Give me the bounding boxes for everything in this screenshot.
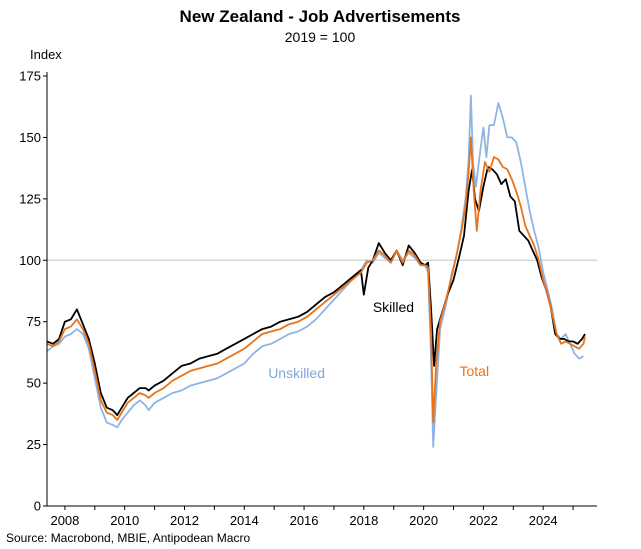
- x-tick-label: 2016: [290, 513, 319, 528]
- source-note: Source: Macrobond, MBIE, Antipodean Macr…: [6, 531, 250, 545]
- x-tick-label: 2022: [469, 513, 498, 528]
- x-tick-label: 2020: [409, 513, 438, 528]
- chart-subtitle: 2019 = 100: [285, 29, 356, 45]
- chart-title: New Zealand - Job Advertisements: [180, 7, 461, 26]
- x-tick-label: 2008: [50, 513, 79, 528]
- series-layer: [46, 94, 586, 448]
- axes: 0 25 50 75 100 125 150 175 2008 2010 2012 2014 2016 2…: [19, 69, 597, 528]
- y-axis-label: Index: [30, 47, 62, 62]
- series-line-total: [46, 136, 586, 424]
- y-tick-label: 0: [34, 499, 41, 514]
- y-tick-label: 50: [27, 376, 41, 391]
- y-tick-label: 100: [19, 253, 41, 268]
- x-tick-label: 2018: [349, 513, 378, 528]
- series-line-skilled: [46, 166, 586, 416]
- series-line-unskilled: [46, 94, 584, 448]
- series-label-skilled: Skilled: [373, 299, 414, 315]
- x-tick-label: 2010: [110, 513, 139, 528]
- series-labels: Skilled Unskilled Total: [268, 299, 489, 381]
- y-tick-label: 175: [19, 69, 41, 84]
- x-tick-label: 2014: [230, 513, 259, 528]
- y-tick-label: 75: [27, 314, 41, 329]
- x-tick-label: 2012: [170, 513, 199, 528]
- y-tick-label: 25: [27, 437, 41, 452]
- y-tick-label: 150: [19, 130, 41, 145]
- x-tick-label: 2024: [529, 513, 558, 528]
- y-tick-label: 125: [19, 191, 41, 206]
- series-label-unskilled: Unskilled: [268, 365, 325, 381]
- series-label-total: Total: [460, 363, 490, 379]
